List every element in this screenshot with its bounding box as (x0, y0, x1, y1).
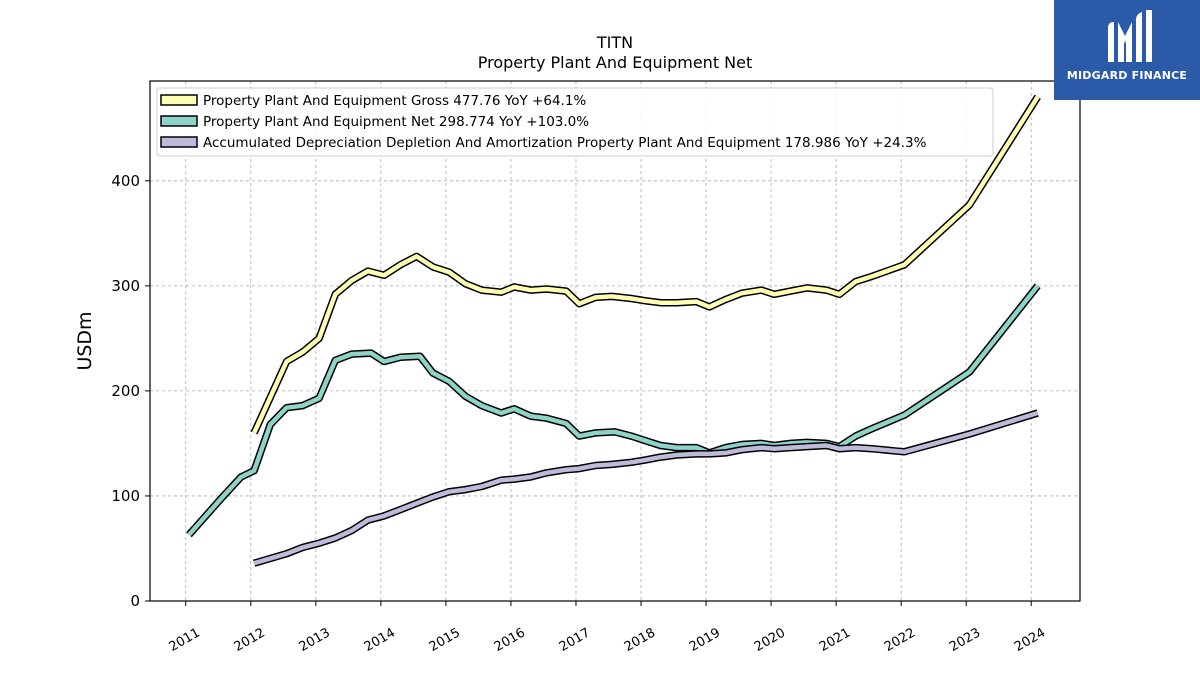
legend-swatch (160, 94, 198, 106)
x-tick-label: 2024 (1012, 625, 1048, 655)
series-3-outline (253, 409, 1039, 567)
legend-label: Accumulated Depreciation Depletion And A… (203, 135, 927, 151)
x-tick-label: 2019 (687, 625, 723, 655)
series-1-line (252, 95, 1040, 434)
y-tick-label: 200 (111, 382, 140, 400)
y-tick-label: 100 (111, 487, 140, 505)
x-tick-label: 2013 (297, 625, 333, 655)
series-lines (186, 94, 1041, 567)
chart-subtitle: Property Plant And Equipment Net (478, 53, 753, 72)
series-3-line (253, 410, 1039, 566)
logo-text: MIDGARD FINANCE (1066, 69, 1188, 82)
brand-logo: MIDGARD FINANCE (1054, 0, 1200, 100)
y-axis-label: USDm (74, 311, 96, 370)
x-tick-label: 2018 (622, 625, 658, 655)
legend: Property Plant And Equipment Gross 477.7… (156, 87, 994, 157)
x-tick-label: 2012 (232, 625, 268, 655)
y-tick-label: 0 (130, 592, 140, 610)
x-tick-label: 2011 (167, 625, 203, 655)
legend-label: Property Plant And Equipment Gross 477.7… (203, 93, 586, 109)
x-tick-label: 2017 (557, 625, 593, 655)
x-tick-label: 2016 (492, 625, 528, 655)
x-tick-label: 2021 (817, 625, 853, 655)
y-tick-label: 300 (111, 277, 140, 295)
x-tick-label: 2015 (427, 625, 463, 655)
legend-swatch (160, 115, 198, 127)
legend-box (156, 87, 994, 157)
series-2-line (187, 284, 1040, 537)
grid-lines (150, 81, 1080, 602)
y-tick-label: 400 (111, 172, 140, 190)
legend-swatch (160, 136, 198, 148)
plot-frame (149, 80, 1081, 602)
x-tick-label: 2014 (362, 625, 398, 655)
x-tick-label: 2020 (752, 625, 788, 655)
midgard-logo-icon (1108, 10, 1152, 62)
chart-title: TITN (596, 33, 633, 52)
x-tick-label: 2023 (947, 625, 983, 655)
x-tick-label: 2022 (882, 625, 918, 655)
legend-label: Property Plant And Equipment Net 298.774… (203, 114, 589, 130)
